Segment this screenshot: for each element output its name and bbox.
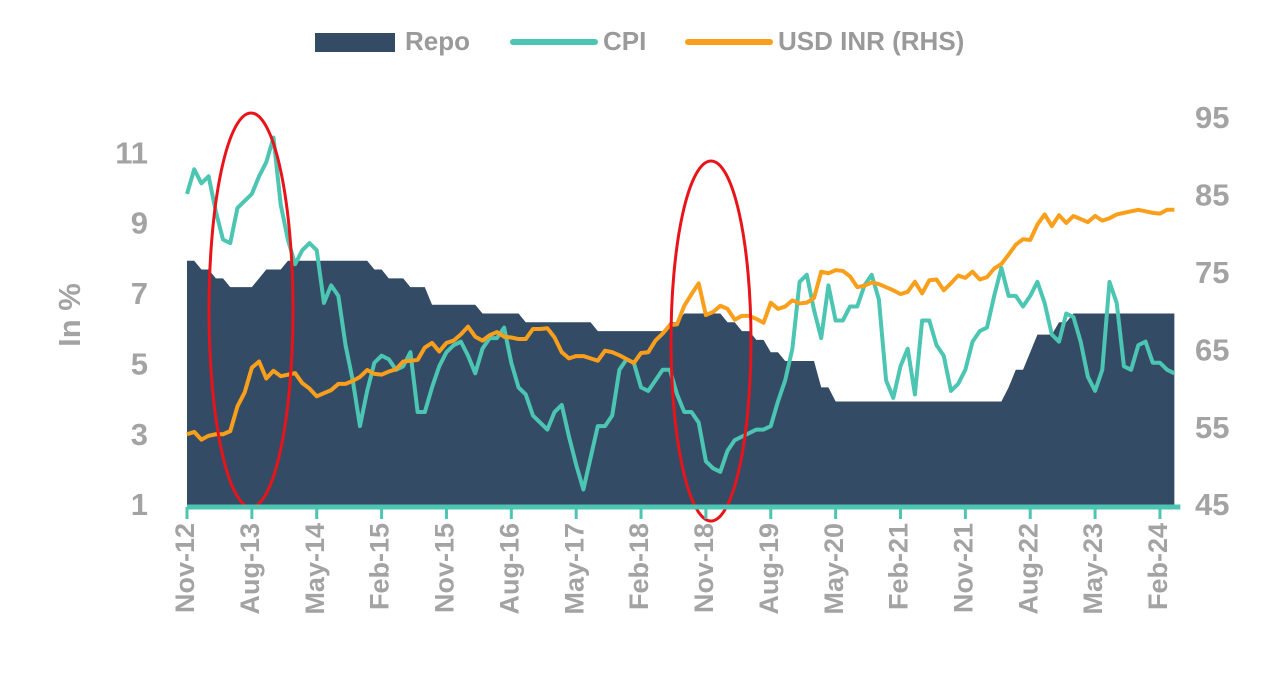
x-tick-label: Feb-24 <box>1143 523 1173 610</box>
y2-tick-label: 55 <box>1195 410 1229 445</box>
x-tick-label: May-20 <box>819 523 849 615</box>
series-line <box>185 135 1176 492</box>
x-tick-label: Aug-16 <box>494 523 524 615</box>
x-tick-label: Nov-15 <box>430 523 460 613</box>
x-tick-label: Nov-21 <box>948 523 978 613</box>
plot-area <box>185 135 1176 507</box>
x-tick-label: Feb-15 <box>365 523 395 610</box>
x-tick-label: Aug-19 <box>754 523 784 615</box>
y2-tick-label: 85 <box>1195 178 1229 213</box>
x-tick-label: May-14 <box>300 523 330 615</box>
y-tick-label: 1 <box>131 487 148 522</box>
y-axis-label: In % <box>52 283 87 347</box>
x-tick-label: Feb-21 <box>884 523 914 610</box>
x-tick-label: Aug-13 <box>235 523 265 615</box>
highlight-ellipse <box>669 159 753 523</box>
y-tick-label: 9 <box>131 206 148 241</box>
legend-label: Repo <box>405 26 470 56</box>
x-tick-label: Feb-18 <box>624 523 654 610</box>
y-tick-label: 11 <box>115 135 148 170</box>
series-line <box>186 207 1175 442</box>
x-tick-label: Aug-22 <box>1013 523 1043 615</box>
x-tick-label: May-17 <box>559 523 589 615</box>
y-tick-label: 3 <box>131 417 148 452</box>
x-tick-label: Nov-18 <box>689 523 719 613</box>
y-tick-label: 5 <box>131 346 148 381</box>
legend-label: USD INR (RHS) <box>778 26 964 56</box>
y2-tick-label: 75 <box>1195 255 1229 290</box>
x-tick-label: May-23 <box>1078 523 1108 615</box>
repo-area <box>187 260 1175 507</box>
y2-tick-label: 65 <box>1195 332 1229 367</box>
y-tick-label: 7 <box>131 276 148 311</box>
x-tick-label: Nov-12 <box>170 523 200 613</box>
y2-tick-label: 45 <box>1195 487 1229 522</box>
legend-swatch <box>315 33 395 52</box>
y2-tick-label: 95 <box>1195 100 1229 135</box>
legend-label: CPI <box>603 26 646 56</box>
